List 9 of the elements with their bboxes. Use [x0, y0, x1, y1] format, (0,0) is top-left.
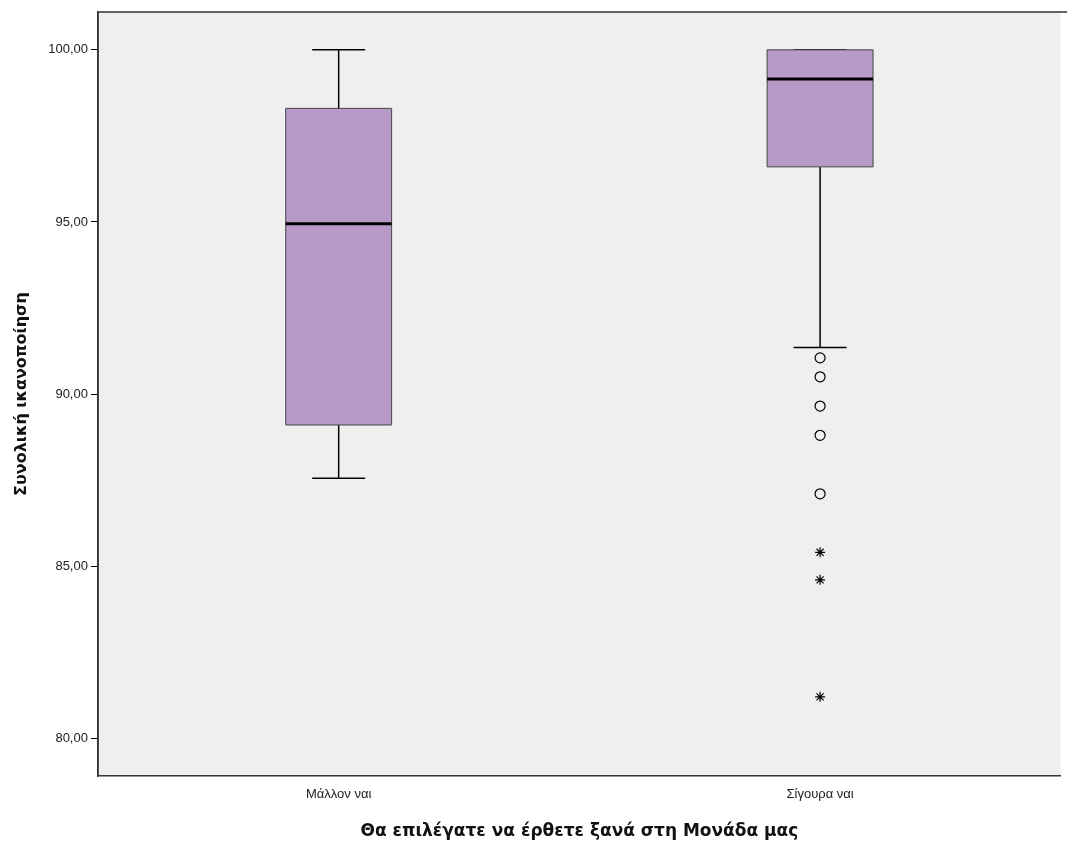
x-axis-title: Θα επιλέγατε να έρθετε ξανά στη Μονάδα μας — [360, 820, 799, 841]
y-tick-label: 80,00 — [55, 729, 88, 745]
y-axis-title: Συνολική ικανοποίηση — [10, 292, 30, 496]
x-tick-label: Μάλλον ναι — [305, 786, 372, 802]
y-tick-label: 85,00 — [55, 557, 88, 573]
y-tick-label: 95,00 — [55, 213, 88, 229]
y-tick-label: 100,00 — [48, 41, 88, 57]
y-tick-label: 90,00 — [55, 385, 88, 401]
x-tick-label: Σίγουρα ναι — [786, 786, 854, 802]
